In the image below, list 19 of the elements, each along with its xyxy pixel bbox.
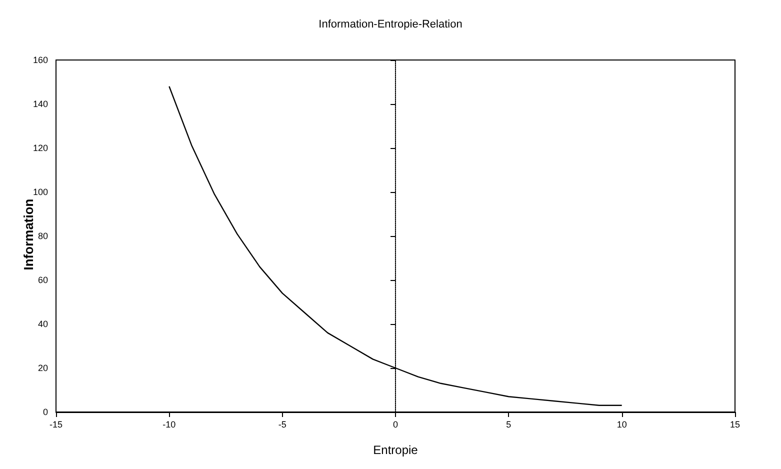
y-tick-label: 160 (32, 55, 48, 65)
y-tick-label: 140 (32, 99, 48, 109)
x-tick-label: -15 (49, 420, 63, 430)
x-tick-label: -10 (162, 420, 176, 430)
y-axis-title: Information (21, 198, 36, 270)
y-tick-label: 80 (38, 231, 48, 241)
x-tick-label: 5 (506, 420, 512, 430)
x-tick-label: 15 (730, 420, 740, 430)
chart-title: Information-Entropie-Relation (318, 18, 462, 30)
y-tick-label: 20 (38, 363, 48, 373)
y-tick-label: 120 (32, 143, 48, 153)
x-axis-title: Entropie (373, 443, 418, 457)
x-tick-label: 10 (616, 420, 627, 430)
y-tick-label: 60 (38, 275, 48, 285)
y-tick-label: 0 (42, 407, 48, 417)
x-tick-label: -5 (278, 420, 286, 430)
y-tick-label: 40 (38, 319, 48, 329)
x-tick-label: 0 (392, 420, 398, 430)
y-tick-label: 100 (32, 187, 48, 197)
